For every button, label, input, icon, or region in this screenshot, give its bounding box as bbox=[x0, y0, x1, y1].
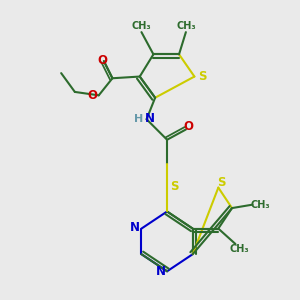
Text: N: N bbox=[145, 112, 155, 125]
Text: CH₃: CH₃ bbox=[132, 21, 151, 31]
Text: O: O bbox=[88, 89, 98, 102]
Text: O: O bbox=[183, 120, 193, 133]
Text: H: H bbox=[134, 114, 144, 124]
Text: S: S bbox=[170, 180, 179, 193]
Text: CH₃: CH₃ bbox=[176, 21, 196, 31]
Text: CH₃: CH₃ bbox=[250, 200, 270, 210]
Text: S: S bbox=[198, 70, 206, 83]
Text: S: S bbox=[217, 176, 225, 189]
Text: CH₃: CH₃ bbox=[229, 244, 249, 254]
Text: O: O bbox=[97, 54, 107, 67]
Text: N: N bbox=[156, 266, 166, 278]
Text: N: N bbox=[130, 221, 140, 234]
